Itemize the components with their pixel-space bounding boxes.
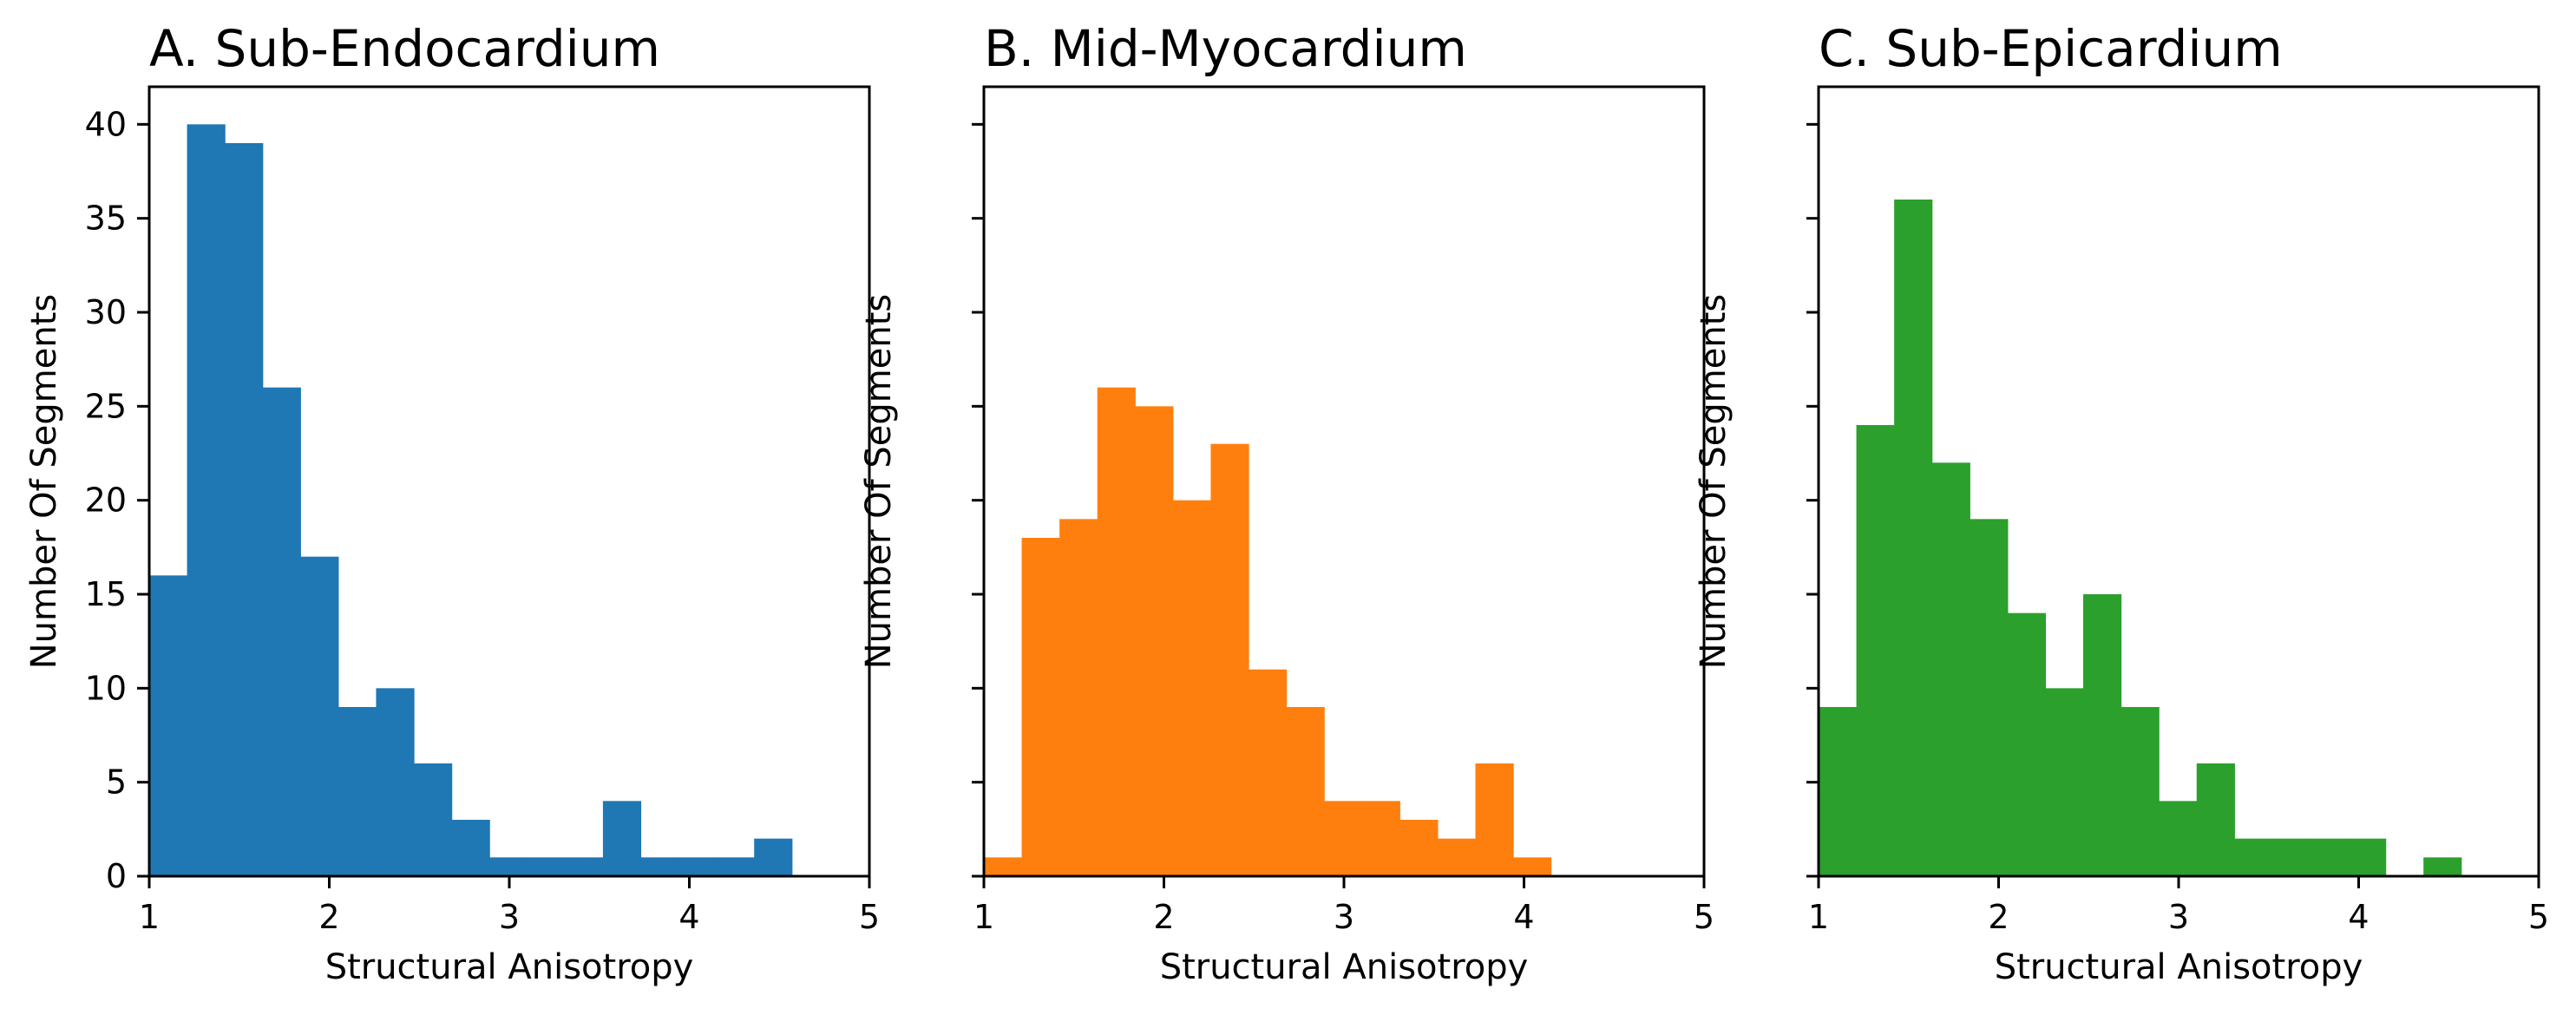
x-tick-label: 3: [499, 898, 520, 936]
histogram-bar: [754, 838, 793, 876]
histogram-bar: [2234, 838, 2273, 876]
panel-title: B. Mid-Myocardium: [984, 19, 1467, 78]
histogram-bar: [2196, 763, 2235, 876]
x-tick-label: 1: [1808, 898, 1829, 936]
histogram-bar: [2045, 688, 2084, 876]
y-tick-label: 20: [85, 481, 127, 520]
histogram-bar: [1513, 857, 1552, 876]
histogram-bar: [640, 857, 679, 876]
histogram-bar: [489, 857, 528, 876]
panel-title: A. Sub-Endocardium: [149, 19, 660, 78]
histogram-bar: [2159, 801, 2198, 876]
histogram-bar: [1172, 500, 1212, 876]
histogram-bar: [2271, 838, 2311, 876]
y-axis-label: Number Of Segments: [859, 294, 899, 670]
histogram-bar: [1210, 443, 1249, 876]
histogram-bar: [1249, 669, 1288, 876]
histogram-bar: [2120, 707, 2160, 876]
histogram-bar: [1931, 462, 1970, 876]
histogram-bar: [1894, 200, 1933, 876]
y-tick-label: 15: [85, 575, 127, 613]
histogram-bar: [602, 801, 642, 876]
histogram-bar: [1475, 763, 1514, 876]
histogram-bar: [2083, 594, 2122, 876]
histogram-bar: [1437, 838, 1477, 876]
histogram-bar: [678, 857, 718, 876]
histogram-bar: [376, 688, 415, 876]
histogram-bar: [1856, 425, 1895, 876]
y-tick-label: 10: [85, 669, 127, 707]
x-tick-label: 1: [139, 898, 160, 936]
histogram-bar: [1399, 820, 1439, 876]
y-axis-label: Number Of Segments: [1694, 294, 1734, 670]
y-tick-label: 40: [85, 105, 127, 143]
histogram-bar: [1059, 519, 1098, 876]
x-tick-label: 5: [1694, 898, 1714, 936]
histogram-bar: [2348, 838, 2387, 876]
y-tick-label: 35: [85, 200, 127, 238]
panel-sub-epicardium: 1 2 3 4 5 C. Sub-Epicardium Structural Anisotr…: [1694, 19, 2549, 987]
histogram-bar: [338, 707, 377, 876]
x-tick-label: 5: [859, 898, 880, 936]
x-tick-label: 2: [318, 898, 339, 936]
histogram-bar: [414, 763, 453, 876]
histogram-bar: [1097, 387, 1136, 877]
x-tick-label: 3: [1334, 898, 1354, 936]
histogram-bar: [1286, 707, 1325, 876]
histogram-bar: [527, 857, 566, 876]
histogram-bar: [2310, 838, 2349, 876]
histogram-bar: [565, 857, 604, 876]
y-tick-label: 0: [106, 857, 127, 895]
histogram-bar: [300, 556, 339, 876]
x-tick-label: 1: [973, 898, 994, 936]
x-tick-label: 2: [1988, 898, 2009, 936]
x-tick-label: 2: [1153, 898, 1174, 936]
y-tick-label: 5: [106, 763, 127, 802]
x-axis-label: Structural Anisotropy: [1995, 947, 2363, 987]
histogram-bar: [149, 575, 188, 876]
histogram-bar: [984, 857, 1023, 876]
histogram-bar: [1135, 406, 1174, 876]
y-axis-label: Number Of Segments: [24, 294, 64, 670]
y-tick-label: 30: [85, 293, 127, 331]
histogram-bar: [2423, 857, 2462, 876]
x-tick-label: 4: [678, 898, 699, 936]
x-tick-label: 5: [2528, 898, 2549, 936]
panel-mid-myocardium: 1 2 3 4 5 B. Mid-Myocardium Structural Anisotr…: [859, 19, 1714, 987]
x-tick-label: 4: [1513, 898, 1534, 936]
histogram-bar: [1021, 538, 1060, 876]
x-tick-label: 4: [2348, 898, 2369, 936]
histogram-bar: [262, 387, 301, 877]
x-tick-label: 3: [2168, 898, 2189, 936]
y-tick-label: 25: [85, 387, 127, 425]
x-axis-label: Structural Anisotropy: [1160, 947, 1529, 987]
histogram-bar: [187, 124, 226, 877]
histogram-bar: [451, 820, 490, 876]
histogram-bar: [225, 143, 264, 876]
histogram-bar: [716, 857, 755, 876]
histogram-bar: [1361, 801, 1400, 876]
histogram-bar: [1970, 519, 2009, 876]
panel-title: C. Sub-Epicardium: [1819, 19, 2283, 78]
histogram-bar: [1324, 801, 1363, 876]
histogram-bar: [1819, 707, 1858, 876]
x-axis-label: Structural Anisotropy: [325, 947, 694, 987]
histogram-bar: [2007, 612, 2047, 876]
panel-sub-endocardium: 1 2 3 4 5 0 5 10 15 20 25 30 35 40 A. Sub-Endocardium S…: [24, 19, 880, 987]
